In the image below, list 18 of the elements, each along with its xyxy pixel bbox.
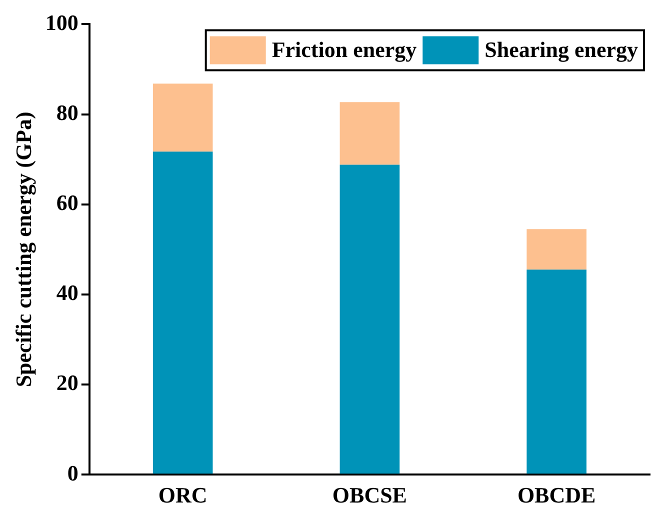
x-tick-label: OBCSE [332, 482, 407, 508]
bar [340, 164, 400, 474]
legend-label: Friction energy [272, 36, 417, 62]
bar [526, 270, 586, 474]
x-tick-label: ORC [158, 482, 208, 508]
bar [526, 229, 586, 270]
bar [340, 102, 400, 165]
y-axis-title: Specific cutting energy (GPa) [10, 112, 36, 388]
y-tick-label: 100 [45, 10, 78, 35]
y-tick-label: 60 [56, 190, 78, 216]
bar [152, 152, 213, 474]
y-tick-label: 0 [67, 460, 78, 486]
bar [152, 84, 213, 152]
x-tick-label: OBCDE [517, 482, 596, 508]
y-tick-label: 80 [56, 100, 78, 125]
y-tick-label: 20 [56, 370, 78, 396]
y-tick-label: 40 [56, 280, 78, 306]
legend-label: Shearing energy [484, 36, 638, 62]
